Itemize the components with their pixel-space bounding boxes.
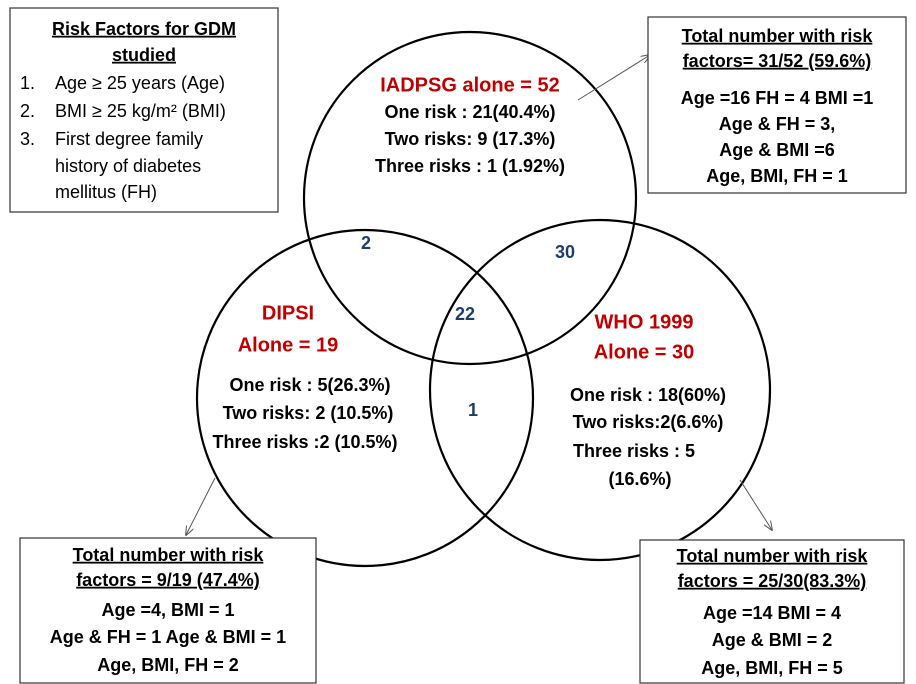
set-line: Three risks : 5: [573, 441, 695, 461]
set-line: Two risks: 2 (10.5%): [223, 403, 394, 423]
box-line: Age & FH = 1 Age & BMI = 1: [50, 627, 286, 647]
overlap-count: 1: [468, 400, 478, 420]
iadpsg-box: [647, 16, 907, 194]
set-title: IADPSG alone = 52: [380, 74, 560, 96]
set-line: Two risks:2(6.6%): [573, 412, 724, 432]
legend-box: [9, 7, 279, 213]
item-text: BMI ≥ 25 kg/m² (BMI): [55, 101, 226, 121]
overlap-count: 22: [455, 304, 475, 324]
item-number: 2.: [20, 101, 35, 121]
arrow: [186, 477, 216, 535]
box-line: Age, BMI, FH = 1: [706, 166, 848, 186]
box-heading: Total number with risk: [677, 546, 869, 566]
who-box: [639, 539, 905, 684]
box-line: Age =14 BMI = 4: [703, 603, 841, 623]
box-heading: Total number with risk: [682, 26, 874, 46]
set-line: Two risks: 9 (17.3%): [385, 129, 556, 149]
arrow: [577, 55, 650, 101]
dipsi-box: [19, 537, 317, 684]
item-text: mellitus (FH): [55, 182, 157, 202]
set-line: One risk : 5(26.3%): [229, 375, 390, 395]
overlap-count: 2: [361, 233, 371, 253]
box-heading: factors = 25/30(83.3%): [678, 571, 867, 591]
legend-title: Risk Factors for GDM: [52, 19, 236, 39]
box-heading: Total number with risk: [73, 545, 265, 565]
set-line: (16.6%): [608, 469, 671, 489]
item-text: history of diabetes: [55, 156, 201, 176]
box-line: Age, BMI, FH = 2: [97, 655, 239, 675]
item-number: 1.: [20, 73, 35, 93]
overlap-count: 30: [555, 242, 575, 262]
box-line: Age, BMI, FH = 5: [701, 658, 843, 678]
item-text: Age ≥ 25 years (Age): [55, 73, 225, 93]
box-line: Age & FH = 3,: [719, 114, 836, 134]
set-title: WHO 1999: [595, 311, 694, 333]
box-heading: factors= 31/52 (59.6%): [683, 51, 872, 71]
item-number: 3.: [20, 129, 35, 149]
set-title: Alone = 30: [594, 341, 695, 363]
box-line: Age & BMI = 2: [712, 630, 833, 650]
item-text: First degree family: [55, 129, 203, 149]
dipsi-circle: [195, 228, 535, 568]
set-line: One risk : 18(60%): [570, 385, 726, 405]
set-title: DIPSI: [262, 302, 314, 324]
set-title: Alone = 19: [238, 334, 339, 356]
box-heading: factors = 9/19 (47.4%): [76, 570, 260, 590]
box-line: Age =4, BMI = 1: [101, 600, 234, 620]
set-line: Three risks :2 (10.5%): [212, 432, 397, 452]
who-circle: [428, 218, 772, 562]
set-line: One risk : 21(40.4%): [384, 102, 555, 122]
box-line: Age =16 FH = 4 BMI =1: [681, 88, 874, 108]
iadpsg-circle: [302, 30, 638, 366]
arrow: [739, 479, 772, 530]
set-line: Three risks : 1 (1.92%): [375, 156, 565, 176]
box-line: Age & BMI =6: [719, 140, 835, 160]
legend-title: studied: [112, 45, 176, 65]
